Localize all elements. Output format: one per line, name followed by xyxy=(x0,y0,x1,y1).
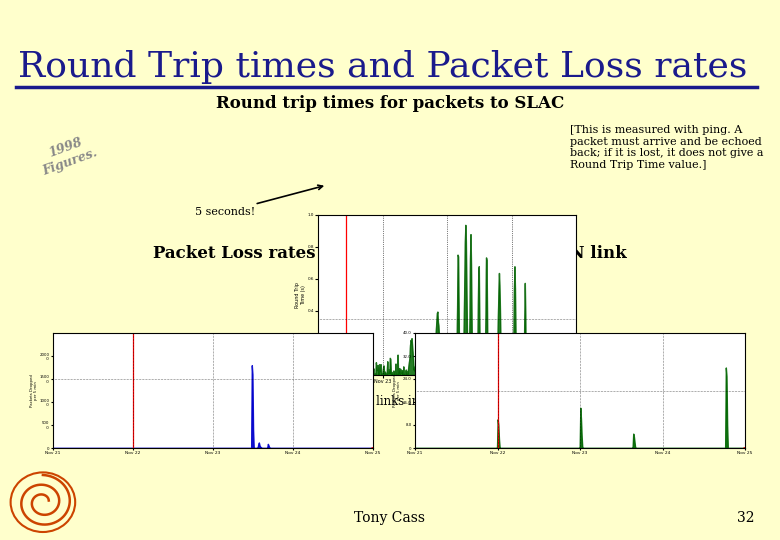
Text: 5 seconds!: 5 seconds! xyxy=(195,185,322,217)
Y-axis label: Packets Dropped
per 5 min: Packets Dropped per 5 min xyxy=(30,374,38,407)
Text: Round Trip times and Packet Loss rates: Round Trip times and Packet Loss rates xyxy=(18,50,747,84)
Y-axis label: Packets Dropped
per 5 min: Packets Dropped per 5 min xyxy=(393,374,402,407)
Text: 1998
Figures.: 1998 Figures. xyxy=(36,132,100,178)
Text: 32: 32 xyxy=(738,511,755,525)
Text: Round trip times for packets to SLAC: Round trip times for packets to SLAC xyxy=(216,95,564,112)
Y-axis label: Round Trip
Time (s): Round Trip Time (s) xyxy=(295,282,306,308)
Text: [But traffic to, e.g., SLAC passes over other links in the US and these may also: [But traffic to, e.g., SLAC passes over … xyxy=(112,395,668,408)
Text: Tony Cass: Tony Cass xyxy=(354,511,426,525)
Text: Packet Loss rates to/from the US on the CERN link: Packet Loss rates to/from the US on the … xyxy=(153,245,627,262)
Text: [This is measured with ping. A
packet must arrive and be echoed
back; if it is l: [This is measured with ping. A packet mu… xyxy=(570,125,764,170)
